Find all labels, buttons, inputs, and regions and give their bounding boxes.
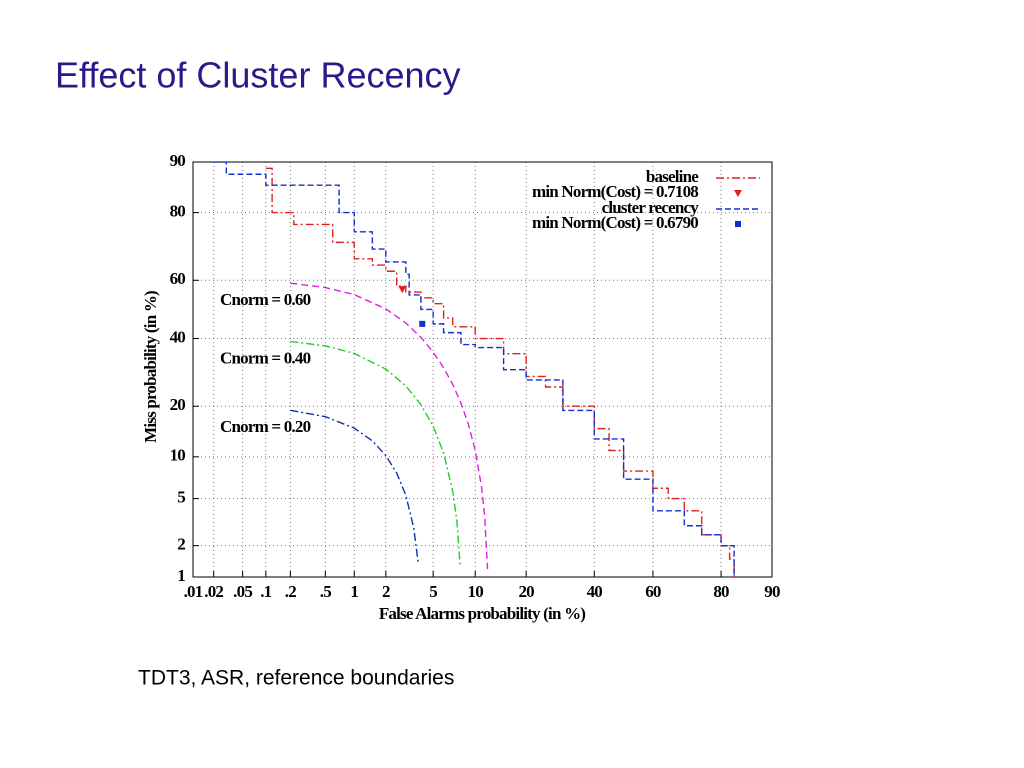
x-tick-label: 2 bbox=[382, 582, 390, 601]
x-tick-label: 10 bbox=[468, 582, 484, 601]
x-tick-label: 5 bbox=[429, 582, 437, 601]
y-tick-label: 2 bbox=[177, 535, 185, 554]
x-tick-label: 60 bbox=[645, 582, 661, 601]
curve-label: Cnorm = 0.40 bbox=[220, 348, 311, 367]
legend-label: min Norm(Cost) = 0.6790 bbox=[532, 213, 698, 232]
x-tick-label: .02 bbox=[204, 582, 223, 601]
x-tick-label: 20 bbox=[518, 582, 534, 601]
x-tick-label: .2 bbox=[285, 582, 296, 601]
x-tick-label: .01 bbox=[184, 582, 203, 601]
legend-marker bbox=[734, 190, 742, 197]
x-tick-label: .1 bbox=[260, 582, 271, 601]
x-tick-label: 40 bbox=[587, 582, 603, 601]
legend-label: baseline bbox=[646, 167, 699, 186]
y-tick-label: 5 bbox=[177, 488, 185, 507]
x-tick-label: 80 bbox=[713, 582, 729, 601]
legend-label: min Norm(Cost) = 0.7108 bbox=[532, 182, 698, 201]
cost-curve bbox=[290, 340, 461, 566]
det-line bbox=[213, 162, 735, 577]
y-tick-label: 60 bbox=[170, 269, 186, 288]
y-tick-label: 90 bbox=[170, 151, 186, 170]
legend-marker bbox=[735, 221, 741, 227]
plot-frame bbox=[192, 161, 773, 578]
curve-label: Cnorm = 0.20 bbox=[220, 417, 311, 436]
x-tick-label: 90 bbox=[764, 582, 780, 601]
cost-curve bbox=[290, 409, 419, 563]
y-tick-label: 40 bbox=[170, 327, 186, 346]
cost-curve bbox=[290, 282, 489, 570]
x-axis-label: False Alarms probability (in %) bbox=[379, 604, 585, 623]
curve-label: Cnorm = 0.60 bbox=[220, 290, 311, 309]
det-line bbox=[265, 167, 735, 577]
slide-title: Effect of Cluster Recency bbox=[55, 55, 461, 96]
y-axis-label: Miss probability (in %) bbox=[141, 291, 160, 443]
caption: TDT3, ASR, reference boundaries bbox=[138, 667, 454, 690]
y-tick-label: 20 bbox=[170, 395, 186, 414]
x-tick-label: .5 bbox=[320, 582, 331, 601]
x-tick-label: 1 bbox=[350, 582, 358, 601]
y-tick-label: 10 bbox=[170, 446, 186, 465]
y-tick-label: 1 bbox=[177, 566, 185, 585]
min-cost-point bbox=[398, 286, 407, 294]
legend-label: cluster recency bbox=[602, 198, 700, 217]
y-tick-label: 80 bbox=[170, 202, 186, 221]
x-tick-label: .05 bbox=[233, 582, 252, 601]
min-cost-point bbox=[419, 320, 426, 327]
